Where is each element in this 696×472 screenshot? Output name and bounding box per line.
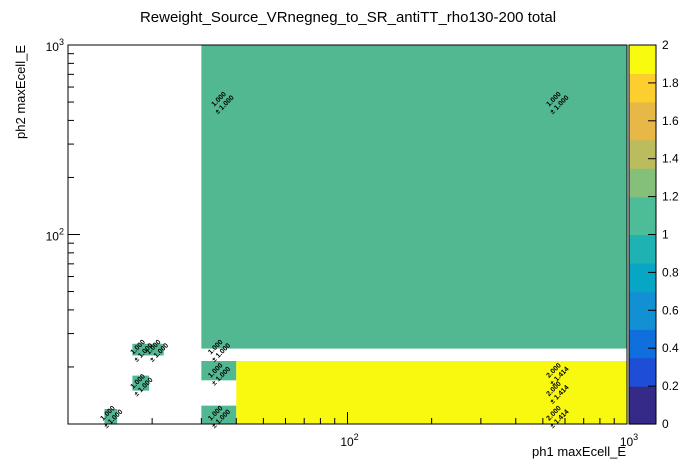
colorbar-segment [629, 414, 656, 425]
colorbar-segment [629, 92, 656, 103]
colorbar-segment [629, 168, 656, 179]
colorbar-segment [629, 272, 656, 283]
x-tick-label: 102 [340, 432, 358, 449]
colorbar-segment [629, 225, 656, 236]
colorbar-segment [629, 253, 656, 264]
colorbar-segment [629, 234, 656, 245]
colorbar-segment [629, 405, 656, 416]
colorbar-segment [629, 338, 656, 349]
colorbar-segment [629, 187, 656, 198]
colorbar-tick-label: 0 [662, 417, 669, 431]
colorbar-tick-label: 1.4 [662, 152, 679, 166]
colorbar-tick-label: 1.6 [662, 114, 679, 128]
colorbar-tick-label: 0.2 [662, 379, 679, 393]
y-axis-ticks: 102 103 [46, 37, 80, 425]
x-tick-label: 103 [620, 432, 638, 449]
colorbar-segment [629, 348, 656, 359]
colorbar-segment [629, 243, 656, 255]
y-axis-label: ph2 maxEcell_E [13, 45, 28, 139]
colorbar-segment [629, 101, 656, 112]
colorbar-segment [629, 45, 656, 56]
colorbar-segment [629, 54, 656, 65]
colorbar-segment [629, 376, 656, 387]
x-axis-ticks: 102 103 [67, 412, 638, 449]
heatmap-cell [149, 343, 164, 356]
color-scale-bar: 0 0.2 0.4 0.6 0.8 1 1.2 1.4 1.6 1.8 2 [628, 38, 679, 431]
cell-value-label: 1.000± 1.000 [130, 373, 155, 398]
colorbar-tick-label: 1.2 [662, 190, 679, 204]
colorbar-segment [629, 120, 656, 131]
colorbar-tick-label: 1 [662, 228, 669, 242]
colorbar-segment [629, 206, 656, 217]
colorbar-segment [629, 367, 656, 378]
heatmap-cell [132, 343, 150, 356]
heatmap-cells [104, 45, 628, 424]
cell-value-label: 1.000± 1.000 [145, 339, 170, 364]
colorbar-segment [629, 329, 656, 340]
colorbar-segment [629, 281, 656, 292]
colorbar-segment [629, 310, 656, 321]
colorbar-tick-label: 0.4 [662, 341, 679, 355]
cell-value-label: 1.000± 1.000 [99, 405, 124, 430]
colorbar-segment [629, 357, 656, 368]
colorbar-tick-label: 0.6 [662, 303, 679, 317]
heatmap-cell [132, 375, 150, 391]
colorbar-segment [629, 158, 656, 169]
colorbar-tick-label: 0.8 [662, 265, 679, 279]
x-axis-label: ph1 maxEcell_E [532, 444, 626, 459]
colorbar-segment [629, 395, 656, 406]
heatmap-cell [236, 361, 628, 424]
chart-title: Reweight_Source_VRnegneg_to_SR_antiTT_rh… [140, 9, 556, 26]
heatmap-cell [201, 45, 627, 349]
colorbar-segment [629, 319, 656, 330]
colorbar-segment [629, 149, 656, 160]
colorbar-segment [629, 215, 656, 226]
colorbar-tick-label: 1.8 [662, 76, 679, 90]
colorbar-segment [629, 262, 656, 273]
colorbar-segment [629, 177, 656, 188]
colorbar-segment [629, 111, 656, 122]
colorbar-segment [629, 291, 656, 302]
y-tick-label: 103 [46, 37, 64, 54]
colorbar-segment [629, 386, 656, 397]
heatmap-cell [201, 405, 237, 424]
colorbar-segment [629, 300, 656, 311]
colorbar-segment [629, 139, 656, 150]
heatmap-cell [201, 361, 237, 381]
colorbar-segment [629, 82, 656, 93]
colorbar-segment [629, 73, 656, 84]
colorbar-segment [629, 130, 656, 141]
y-tick-label: 102 [46, 227, 64, 244]
heatmap-cell [104, 408, 118, 424]
colorbar-tick-label: 2 [662, 38, 669, 52]
colorbar-segment [629, 196, 656, 207]
colorbar-segment [629, 63, 656, 75]
